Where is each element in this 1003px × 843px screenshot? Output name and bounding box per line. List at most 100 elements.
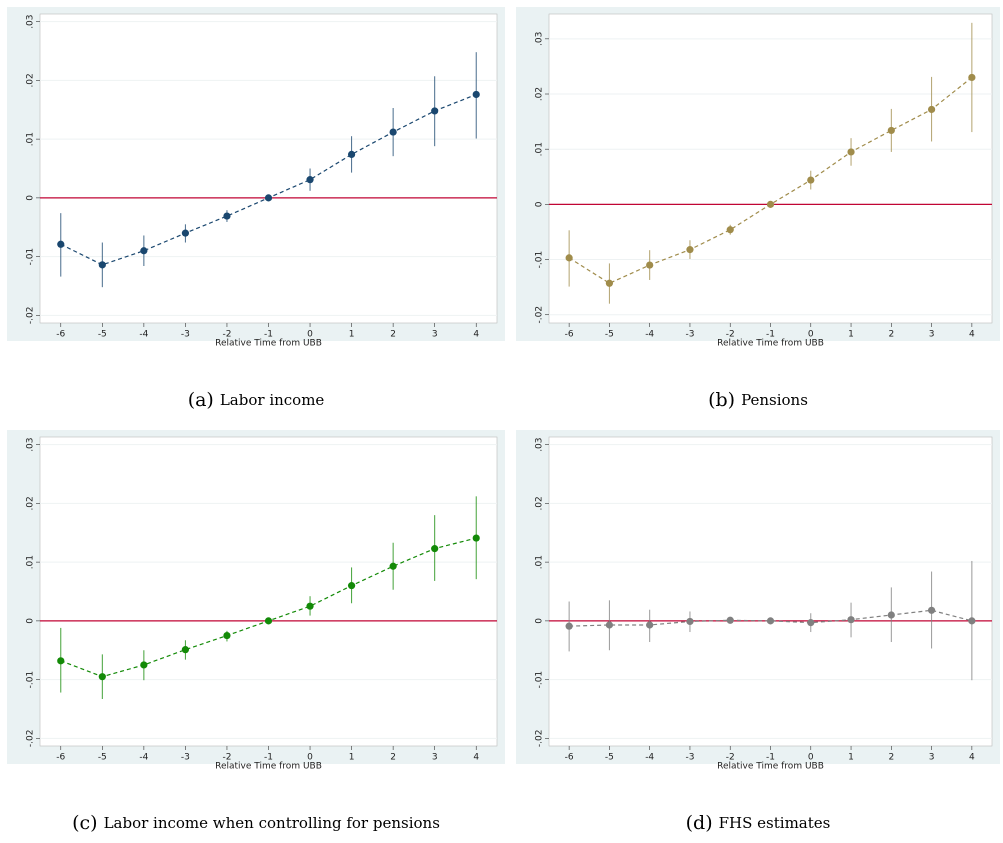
x-tick-label: 1	[848, 330, 854, 340]
x-tick-label: -2	[726, 753, 735, 763]
y-tick-label: 0	[26, 195, 36, 201]
point	[98, 261, 106, 269]
x-tick-label: 1	[349, 753, 355, 763]
point	[605, 279, 614, 287]
point	[264, 194, 273, 202]
x-tick-label: 0	[307, 330, 313, 340]
point	[565, 254, 573, 262]
point	[223, 631, 231, 640]
y-tick-label: .03	[535, 32, 545, 46]
y-tick-label: .01	[535, 142, 545, 156]
y-tick-label: 0	[26, 618, 36, 624]
x-axis-label: Relative Time from UBB	[215, 339, 322, 349]
point	[181, 646, 190, 654]
x-tick-label: -4	[645, 330, 654, 340]
y-tick-label: -.02	[26, 730, 36, 748]
y-tick-label: 0	[535, 618, 545, 624]
x-tick-label: -1	[264, 330, 273, 340]
x-tick-label: 2	[390, 330, 396, 340]
x-tick-label: -5	[605, 330, 614, 340]
point	[605, 621, 614, 629]
x-tick-label: 4	[969, 753, 975, 763]
caption-text: Pensions	[741, 391, 808, 409]
x-tick-label: 3	[432, 753, 438, 763]
x-tick-label: -3	[685, 330, 694, 340]
x-tick-label: -4	[139, 753, 148, 763]
plot-area	[548, 436, 993, 747]
caption-text: FHS estimates	[719, 814, 831, 832]
y-tick-label: -.01	[535, 671, 545, 689]
y-tick-label: .02	[535, 496, 545, 510]
x-axis-label: Relative Time from UBB	[717, 762, 824, 772]
x-tick-label: 4	[473, 753, 479, 763]
caption-text: Labor income	[220, 391, 325, 409]
panel-caption: (c) Labor income when controlling for pen…	[72, 812, 440, 834]
caption-label: (d)	[686, 812, 713, 834]
point	[726, 616, 734, 624]
y-tick-label: .01	[26, 555, 36, 569]
y-tick-label: .03	[26, 437, 36, 451]
y-tick-label: .03	[535, 437, 545, 451]
panel: -.02 -.01 0 .01 .02 .03 -6 -5 -4 -3 -2 -1 0 1 2 3 4 Relat…	[7, 7, 505, 411]
point	[57, 240, 65, 248]
point	[223, 212, 231, 220]
x-tick-label: 4	[969, 330, 975, 340]
y-tick-label: .01	[535, 555, 545, 569]
point	[140, 661, 148, 669]
point	[847, 148, 855, 156]
caption-label: (b)	[708, 389, 735, 411]
x-tick-label: -4	[139, 330, 148, 340]
x-tick-label: -2	[222, 753, 231, 763]
x-tick-label: -3	[685, 753, 694, 763]
x-tick-label: -6	[565, 753, 574, 763]
x-tick-label: 0	[808, 753, 814, 763]
point	[766, 617, 775, 625]
point	[927, 606, 936, 614]
point	[726, 226, 734, 234]
x-tick-label: 1	[848, 753, 854, 763]
point	[807, 176, 815, 184]
y-tick-label: .02	[26, 73, 36, 87]
point	[472, 90, 480, 99]
x-axis-label: Relative Time from UBB	[215, 762, 322, 772]
point	[847, 616, 855, 624]
point	[807, 619, 815, 627]
y-tick-label: -.02	[26, 307, 36, 325]
point	[766, 200, 775, 208]
x-tick-label: -1	[264, 753, 273, 763]
x-tick-label: 3	[929, 330, 935, 340]
point	[565, 622, 573, 630]
panel-caption: (d) FHS estimates	[686, 812, 831, 834]
x-tick-label: 2	[390, 753, 396, 763]
point	[306, 176, 314, 184]
x-tick-label: -2	[222, 330, 231, 340]
x-tick-label: 0	[307, 753, 313, 763]
panel: -.02 -.01 0 .01 .02 .03 -6 -5 -4 -3 -2 -1 0 1 2 3 4 Relat…	[516, 7, 1000, 411]
y-tick-label: -.01	[535, 251, 545, 269]
plot-area	[548, 13, 993, 324]
x-tick-label: 4	[473, 330, 479, 340]
point	[968, 73, 976, 82]
caption-text: Labor income when controlling for pensio…	[104, 814, 440, 832]
x-tick-label: 2	[888, 330, 894, 340]
point	[181, 229, 190, 237]
point	[98, 673, 106, 681]
x-tick-label: -5	[98, 330, 107, 340]
x-tick-label: -3	[181, 330, 190, 340]
panel: -.02 -.01 0 .01 .02 .03 -6 -5 -4 -3 -2 -1 0 1 2 3 4 Relat…	[7, 430, 505, 834]
y-tick-label: .02	[26, 496, 36, 510]
point	[306, 602, 314, 610]
x-tick-label: 3	[929, 753, 935, 763]
y-tick-label: -.02	[535, 306, 545, 324]
x-tick-label: -3	[181, 753, 190, 763]
y-tick-label: -.01	[26, 248, 36, 266]
y-tick-label: .02	[535, 87, 545, 101]
y-tick-label: -.01	[26, 671, 36, 689]
x-tick-label: -6	[56, 753, 65, 763]
point	[927, 105, 936, 114]
point	[389, 128, 397, 136]
panel-caption: (b) Pensions	[708, 389, 808, 411]
plot-area	[39, 13, 498, 324]
y-tick-label: .03	[26, 14, 36, 28]
